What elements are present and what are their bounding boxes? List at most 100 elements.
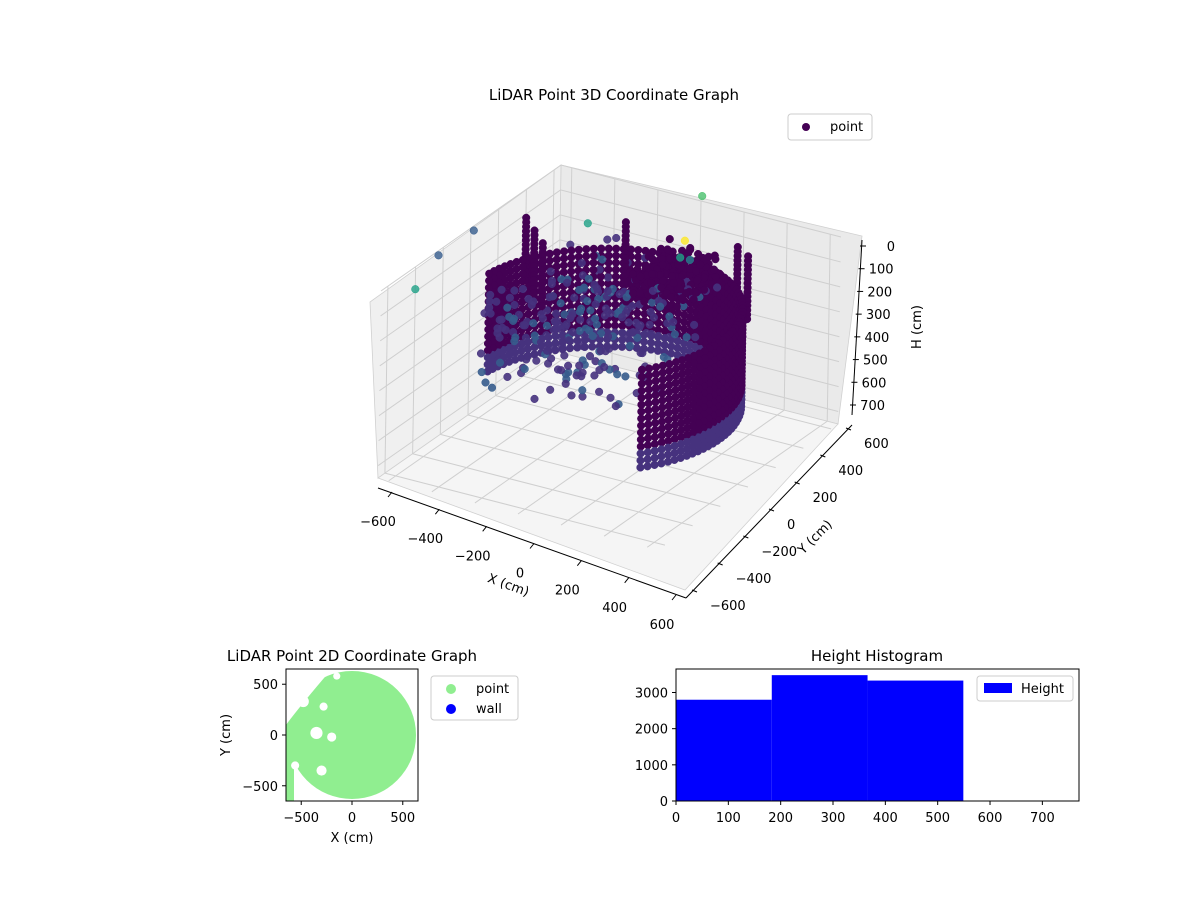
point-3d-1591 (643, 448, 652, 457)
point-3d-1384 (544, 359, 553, 368)
point-3d-1563 (651, 425, 660, 435)
point-3d-1611 (637, 414, 646, 423)
point-3d-1281 (597, 329, 606, 338)
point-3d-1565 (650, 439, 659, 449)
point-3d-901 (545, 256, 554, 265)
point-3d-1637 (411, 285, 420, 294)
grid-z-0 (380, 164, 842, 292)
free-space-2d-4 (291, 761, 300, 770)
point-3d-1572 (595, 387, 604, 396)
x-ticks-histogram: 0 100 200 300 400 500 600 700 (672, 801, 1055, 826)
point-3d-1525 (493, 324, 502, 333)
x-tick-3d-label-6: 600 (650, 618, 675, 633)
point-3d-1561 (651, 411, 660, 421)
point-3d-799 (559, 254, 569, 263)
point-3d-1300 (576, 315, 585, 324)
point-3d-1604 (637, 365, 647, 374)
point-3d-477 (682, 333, 691, 342)
point-3d-832 (625, 341, 634, 350)
point-3d-847 (552, 248, 561, 257)
histogram-bars (676, 675, 964, 801)
point-3d-1497 (551, 318, 560, 327)
point-3d-1346 (592, 320, 601, 329)
point-3d-1462 (548, 292, 557, 301)
x-tick-3d-label-1: −400 (407, 532, 443, 547)
point-3d-1502 (604, 332, 613, 341)
point-3d-1567 (650, 453, 659, 462)
point-3d-1573 (560, 351, 569, 360)
y-tick-2d-label-1: 0 (270, 729, 278, 744)
point-3d-1559 (651, 398, 660, 407)
point-3d-798 (560, 247, 569, 256)
grid-y-wall-1 (412, 266, 417, 454)
z-tick-3d-label-4: 400 (864, 331, 889, 346)
point-3d-1153 (621, 372, 630, 381)
point-3d-1549 (578, 386, 587, 395)
x-tick-hist-label-6: 600 (978, 811, 1003, 826)
plot-2d-area (286, 669, 416, 801)
z-axis-3d-label: H (cm) (910, 305, 925, 349)
point-3d-579 (589, 265, 598, 274)
y-tick-3d-mark-3 (768, 508, 775, 512)
z-tick-3d-label-0: 0 (887, 240, 895, 255)
x-tick-2d-label-1: 0 (348, 811, 356, 826)
y-tick-3d-mark-0 (691, 589, 698, 593)
legend-2d-marker-wall (446, 704, 456, 714)
z-tick-3d-label-7: 700 (860, 399, 885, 414)
point-3d-1575 (564, 361, 573, 370)
point-3d-516 (663, 245, 672, 254)
point-3d-434 (611, 272, 620, 281)
point-3d-804 (559, 289, 568, 298)
point-3d-883 (678, 294, 687, 303)
point-3d-1633 (486, 309, 495, 318)
point-3d-949 (669, 317, 678, 326)
point-3d-1007 (648, 286, 657, 295)
point-3d-1519 (505, 344, 514, 353)
point-3d-1546 (657, 452, 666, 461)
point-3d-1621 (564, 336, 573, 345)
chart-2d: LiDAR Point 2D Coordinate Graph −500 0 500… (219, 647, 519, 846)
point-3d-940 (670, 330, 679, 339)
point-3d-900 (545, 249, 554, 258)
point-3d-979 (669, 279, 678, 288)
legend-histogram: Height (976, 675, 1074, 702)
x-tick-hist-label-4: 400 (873, 811, 898, 826)
point-3d-1539 (658, 403, 667, 412)
point-3d-1382 (469, 226, 478, 235)
point-3d-1632 (511, 333, 520, 342)
x-axis-2d-label: X (cm) (331, 831, 374, 846)
point-3d-1056 (636, 272, 645, 281)
chart-3d-title: LiDAR Point 3D Coordinate Graph (489, 86, 739, 104)
point-3d-1244 (633, 333, 642, 342)
point-3d-791 (658, 260, 667, 269)
point-3d-1114 (622, 293, 631, 302)
y-tick-3d-label-4: 200 (813, 491, 838, 506)
grid-x-wall-5 (783, 223, 788, 411)
point-3d-441 (610, 321, 620, 330)
y-tick-hist-label-1: 1000 (635, 759, 668, 774)
legend-2d-label-point: point (476, 682, 509, 697)
y-axis-3d-label: Y (cm) (795, 517, 836, 558)
point-3d-658 (693, 276, 702, 285)
histogram-bar-2 (867, 680, 964, 801)
point-3d-1058 (628, 270, 637, 279)
x-tick-3d-label-3: 0 (516, 567, 524, 582)
point-3d-1523 (613, 370, 622, 379)
legend-3d-marker-point (802, 123, 810, 131)
point-3d-1557 (651, 384, 660, 393)
point-3d-1613 (636, 428, 646, 437)
point-3d-1521 (575, 361, 584, 370)
point-3d-1383 (601, 304, 610, 313)
point-3d-1004 (556, 299, 565, 308)
x-tick-3d-mark-0 (387, 491, 393, 498)
point-3d-1607 (637, 386, 646, 395)
y-tick-3d-label-1: −400 (736, 572, 772, 587)
point-3d-433 (611, 265, 620, 274)
point-3d-656 (653, 346, 663, 355)
point-3d-1590 (643, 441, 652, 450)
point-3d-1393 (484, 325, 493, 334)
point-3d-1394 (484, 332, 493, 341)
point-3d-430 (612, 244, 621, 253)
z-tick-3d-label-1: 100 (869, 263, 894, 278)
point-3d-999 (659, 276, 668, 285)
